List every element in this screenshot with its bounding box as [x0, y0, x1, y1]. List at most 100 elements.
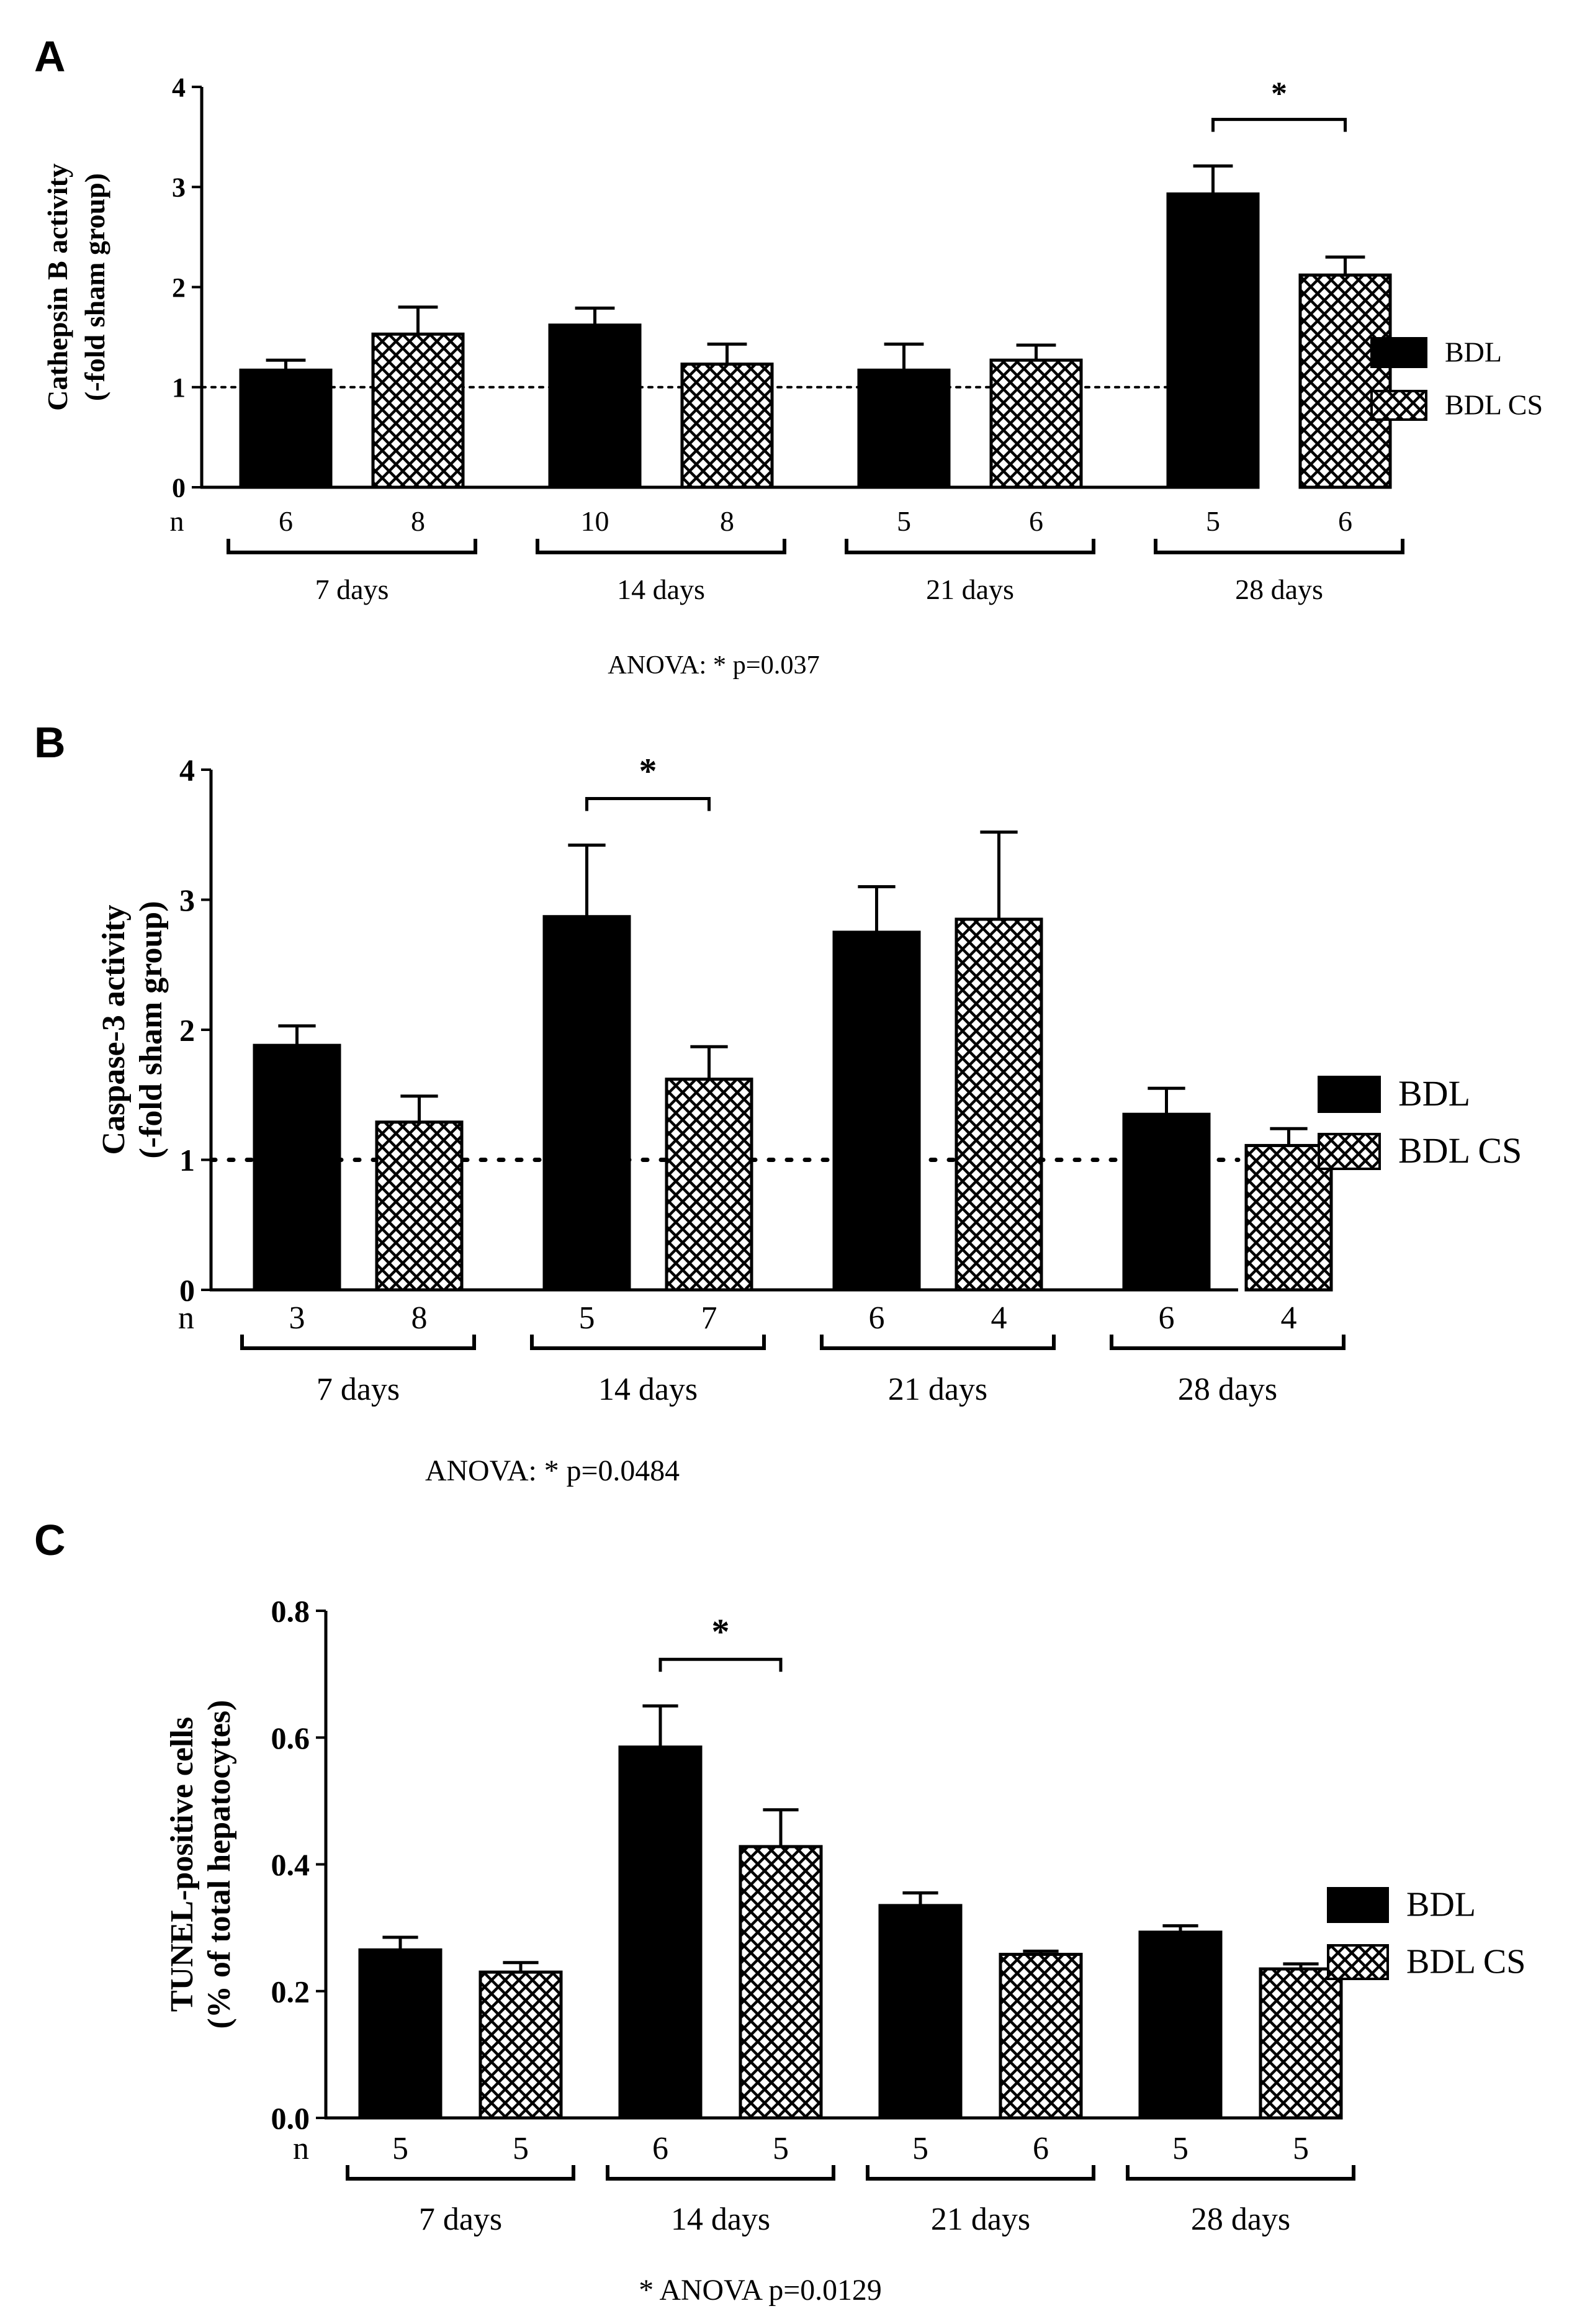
- n-value: 4: [1281, 1300, 1297, 1336]
- bar-bdl-3: [878, 1904, 963, 2120]
- legend-label-bdl-cs: BDL CS: [1406, 1942, 1525, 1981]
- bar-bdl-cs-2: [739, 1845, 823, 2120]
- y-tick-label: 3: [179, 883, 195, 917]
- n-value: 6: [652, 2131, 668, 2166]
- legend-swatch-bdl: [1327, 1887, 1389, 1923]
- y-axis-title: Cathepsin B activity: [42, 163, 73, 411]
- anova-note: ANOVA: * p=0.0484: [425, 1454, 680, 1487]
- bar-bdl-cs-1: [478, 1970, 563, 2120]
- n-label: n: [170, 505, 184, 537]
- significance-star: *: [1271, 76, 1287, 111]
- bar-bdl-1: [253, 1043, 341, 1292]
- bar-bdl-3: [857, 368, 951, 489]
- panel-label: A: [34, 32, 66, 81]
- group-bracket: [1126, 2165, 1355, 2181]
- y-axis-title: TUNEL-positive cells: [164, 1717, 200, 2012]
- y-tick-label: 0.4: [271, 1847, 310, 1882]
- bar-bdl-cs-1: [371, 332, 465, 489]
- significance-bracket: [1211, 117, 1347, 132]
- group-bracket: [536, 539, 786, 554]
- bar-bdl-cs-4: [1259, 1967, 1343, 2120]
- group-label: 7 days: [317, 1372, 400, 1407]
- bar-bdl-3: [832, 930, 921, 1292]
- group-bracket: [606, 2165, 835, 2181]
- significance-bracket: [658, 1657, 783, 1672]
- bar-bdl-4: [1122, 1112, 1211, 1292]
- bar-bdl-2: [618, 1745, 703, 2120]
- n-value: 8: [411, 1300, 428, 1336]
- group-label: 21 days: [931, 2202, 1030, 2237]
- y-tick-label: 4: [172, 72, 186, 102]
- y-axis-subtitle: (% of total hepatocytes): [202, 1700, 237, 2029]
- n-value: 7: [701, 1300, 717, 1336]
- bar-bdl-cs-3: [955, 917, 1043, 1292]
- legend-label-bdl: BDL: [1406, 1885, 1476, 1924]
- n-value: 6: [279, 505, 293, 537]
- significance-bracket: [585, 797, 711, 811]
- anova-note: * ANOVA p=0.0129: [639, 2274, 882, 2307]
- n-label: n: [178, 1300, 194, 1336]
- group-bracket: [1110, 1335, 1346, 1350]
- bar-bdl-4: [1138, 1930, 1223, 2120]
- y-axis-title: Caspase-3 activity: [96, 905, 132, 1155]
- bar-bdl-cs-2: [680, 363, 774, 489]
- y-tick-label: 0: [172, 472, 186, 503]
- group-label: 14 days: [671, 2202, 770, 2237]
- y-axis-subtitle: (-fold sham group): [133, 901, 169, 1158]
- n-label: n: [293, 2131, 309, 2166]
- n-value: 3: [289, 1300, 305, 1336]
- group-label: 7 days: [419, 2202, 502, 2237]
- bar-bdl-cs-4: [1298, 273, 1392, 489]
- group-bracket: [1154, 539, 1404, 554]
- n-value: 4: [991, 1300, 1007, 1336]
- n-value: 5: [897, 505, 911, 537]
- legend: BDL BDL CS: [1327, 1885, 1525, 1981]
- group-label: 7 days: [315, 574, 389, 605]
- significance-star: *: [639, 751, 657, 791]
- group-label: 28 days: [1178, 1372, 1277, 1407]
- bar-bdl-cs-1: [375, 1120, 464, 1292]
- group-label: 28 days: [1235, 574, 1323, 605]
- legend-swatch-bdl: [1318, 1076, 1381, 1113]
- bar-bdl-1: [358, 1948, 443, 2120]
- n-value: 5: [1293, 2131, 1309, 2166]
- n-value: 6: [1159, 1300, 1175, 1336]
- legend-label-bdl-cs: BDL CS: [1398, 1130, 1522, 1171]
- anova-note: ANOVA: * p=0.037: [608, 651, 820, 680]
- legend-swatch-bdl-cs: [1370, 390, 1427, 421]
- n-value: 5: [1206, 505, 1220, 537]
- group-label: 21 days: [888, 1372, 987, 1407]
- y-tick-label: 0.2: [271, 1974, 310, 2009]
- group-bracket: [820, 1335, 1056, 1350]
- legend-label-bdl-cs: BDL CS: [1445, 389, 1543, 421]
- bar-bdl-2: [542, 915, 631, 1292]
- legend: BDL BDL CS: [1370, 336, 1543, 421]
- y-tick-label: 4: [179, 753, 195, 788]
- group-label: 14 days: [617, 574, 705, 605]
- bar-bdl-cs-4: [1244, 1143, 1333, 1292]
- group-bracket: [346, 2165, 575, 2181]
- y-tick-label: 2: [179, 1013, 195, 1048]
- y-tick-label: 0.6: [271, 1721, 310, 1755]
- panel-label: C: [34, 1516, 66, 1564]
- panel-label: B: [34, 718, 66, 767]
- y-tick-label: 0: [179, 1273, 195, 1308]
- y-tick-label: 2: [172, 272, 186, 303]
- n-value: 6: [1338, 505, 1352, 537]
- group-label: 14 days: [598, 1372, 698, 1407]
- legend-swatch-bdl-cs: [1318, 1133, 1381, 1170]
- panel-a: A 0 1 2 3 4 Cathepsin B activity (-fold sham gr…: [34, 32, 1543, 680]
- bar-bdl-2: [548, 323, 642, 489]
- group-bracket: [845, 539, 1095, 554]
- legend: BDL BDL CS: [1318, 1073, 1522, 1171]
- y-tick-label: 0.0: [271, 2101, 310, 2136]
- significance-star: *: [712, 1611, 730, 1652]
- n-value: 6: [1033, 2131, 1049, 2166]
- n-value: 5: [773, 2131, 789, 2166]
- legend-swatch-bdl-cs: [1327, 1944, 1389, 1980]
- n-value: 5: [912, 2131, 928, 2166]
- n-value: 6: [1029, 505, 1043, 537]
- group-label: 21 days: [926, 574, 1014, 605]
